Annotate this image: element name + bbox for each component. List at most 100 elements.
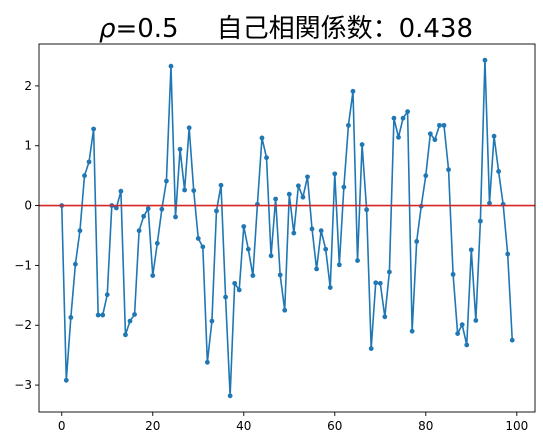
data-point [437, 122, 442, 128]
data-point [482, 57, 488, 63]
data-point [209, 318, 215, 324]
data-point [232, 280, 238, 286]
data-point [250, 273, 256, 278]
data-point [414, 239, 420, 244]
y-tick-label: 1 [24, 139, 32, 153]
data-point [218, 182, 224, 188]
data-point [487, 200, 492, 206]
data-point [368, 346, 374, 351]
data-point [168, 63, 174, 69]
data-point [446, 167, 451, 173]
data-point [245, 246, 251, 252]
data-point [286, 191, 292, 197]
data-point [359, 142, 365, 147]
data-point [95, 312, 101, 318]
data-point [400, 115, 406, 121]
y-tick-label: −2 [14, 318, 32, 332]
data-point [473, 318, 479, 323]
y-tick-label: 2 [24, 79, 32, 93]
y-tick-label: 0 [24, 199, 32, 213]
y-tick-label: −1 [14, 258, 32, 272]
data-point [86, 159, 92, 165]
data-point [386, 269, 392, 275]
data-point [63, 377, 69, 383]
data-point [336, 262, 342, 268]
data-point [396, 134, 401, 140]
data-point [100, 312, 106, 318]
data-point [327, 285, 333, 290]
series-line [60, 59, 514, 397]
data-point [323, 246, 329, 252]
data-point [346, 122, 351, 128]
data-point [455, 331, 461, 337]
data-point [277, 272, 283, 278]
data-point [145, 206, 151, 211]
data-point [505, 251, 511, 257]
data-point [154, 240, 160, 246]
data-point [113, 205, 119, 211]
data-point [305, 174, 310, 180]
data-point [182, 187, 188, 193]
data-point [77, 228, 83, 234]
data-point [68, 315, 74, 320]
data-point [350, 88, 356, 94]
data-point [273, 196, 279, 202]
data-point [432, 137, 438, 143]
data-point [364, 207, 370, 213]
data-point [195, 236, 201, 241]
title-rho-symbol: ρ [99, 14, 116, 44]
data-point [191, 188, 197, 194]
data-point [405, 109, 410, 115]
data-point [141, 213, 147, 219]
data-point [427, 131, 433, 137]
data-point [309, 226, 315, 232]
data-point [477, 218, 483, 224]
data-point [104, 292, 110, 298]
data-point [300, 194, 306, 200]
data-point [214, 208, 219, 214]
data-point [150, 273, 156, 278]
data-point [259, 135, 265, 141]
data-point [450, 271, 456, 277]
data-point [200, 244, 206, 250]
plot-area: 0 20 40 60 80 100 −3 −2 −1 0 1 2 [14, 43, 536, 433]
data-point [491, 133, 497, 139]
data-point [173, 214, 178, 220]
data-point [236, 287, 242, 293]
data-point [332, 171, 338, 177]
data-point [423, 173, 429, 179]
data-point [268, 253, 274, 259]
x-tick-label: 100 [505, 419, 528, 433]
data-point [382, 314, 388, 320]
data-point [91, 126, 97, 132]
data-point [186, 125, 192, 131]
data-point [295, 183, 301, 189]
data-point [509, 337, 515, 343]
data-point [468, 247, 474, 253]
y-tick-label: −3 [14, 378, 32, 392]
data-point [82, 173, 87, 179]
data-point [136, 228, 142, 234]
x-tick-label: 0 [58, 419, 66, 433]
data-point [204, 359, 210, 365]
chart-title: ρ=0.5 自己相関係数：0.438 [99, 14, 473, 44]
x-tick-label: 20 [145, 419, 160, 433]
x-tick-label: 40 [236, 419, 251, 433]
data-point [127, 318, 133, 324]
data-point [159, 206, 165, 212]
data-point [241, 224, 247, 229]
data-point [73, 261, 78, 267]
data-point [118, 188, 124, 194]
data-point [391, 115, 397, 121]
data-point [496, 169, 501, 174]
data-point [441, 122, 447, 128]
data-point [177, 146, 183, 152]
title-rho-value: =0.5 [115, 14, 178, 44]
title-autocorr: 自己相関係数：0.438 [217, 14, 473, 44]
data-point [377, 280, 383, 286]
data-point [464, 342, 470, 348]
data-point [132, 312, 137, 317]
data-point [282, 307, 288, 313]
axes-frame [38, 43, 536, 413]
